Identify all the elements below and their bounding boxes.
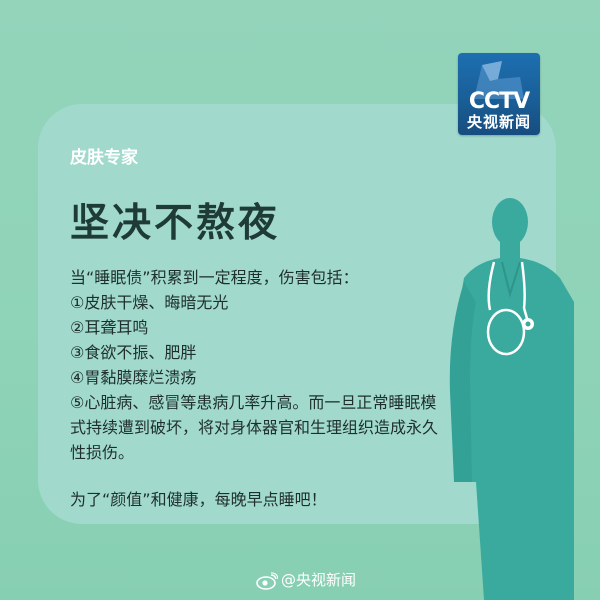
doctor-head [492, 198, 528, 246]
cctv-brand-text: CCTV [468, 89, 530, 114]
body-line: ④胃黏膜糜烂溃疡 [70, 368, 197, 387]
body-line: ①皮肤干燥、晦暗无光 [70, 293, 229, 312]
stethoscope-icon [486, 261, 534, 356]
closing-line: 为了“颜值”和健康，每晚早点睡吧！ [70, 490, 327, 509]
weibo-eye-icon [256, 571, 278, 590]
body-line: 性损伤。 [70, 443, 135, 462]
body-line: ③食欲不振、肥胖 [70, 343, 197, 362]
body-text: 当“睡眠债”积累到一定程度，伤害包括： ①皮肤干燥、晦暗无光 ②耳聋耳鸣 ③食欲… [70, 265, 540, 465]
body-line: 当“睡眠债”积累到一定程度，伤害包括： [70, 268, 359, 287]
doctor-illustration [449, 198, 574, 600]
cctv-channel-name: 央视新闻 [466, 113, 531, 131]
doctor-lapel [501, 261, 521, 298]
body-line: ⑤心脏病、感冒等患病几率升高。而一旦正常睡眠模 [70, 393, 437, 412]
doctor-coat [456, 258, 574, 600]
body-line: 式持续遭到破坏，将对身体器官和生理组织造成永久 [70, 418, 439, 437]
cctv-logo-icon: CCTV 央视新闻 [458, 53, 540, 135]
page-title: 坚决不熬夜 [70, 201, 281, 246]
weibo-watermark: @央视新闻 [256, 568, 356, 592]
body-line: ②耳聋耳鸣 [70, 318, 149, 337]
category-label: 皮肤专家 [70, 148, 138, 168]
doctor-arm [449, 282, 476, 482]
building-graphic [474, 61, 524, 99]
watermark-text: @央视新闻 [281, 571, 357, 589]
doctor-neck [500, 240, 520, 260]
